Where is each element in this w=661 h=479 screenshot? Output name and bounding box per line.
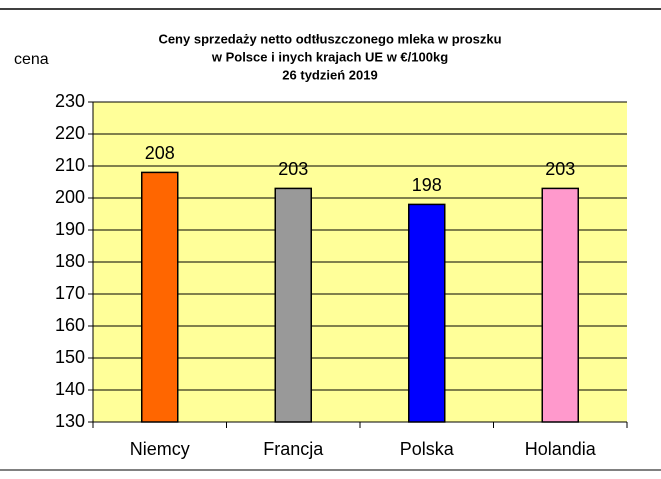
y-tick-label: 200 [55, 187, 85, 207]
bar [408, 203, 446, 423]
y-tick-label: 160 [55, 315, 85, 335]
y-tick-label: 190 [55, 219, 85, 239]
y-tick-label: 180 [55, 251, 85, 271]
value-label: 208 [145, 143, 175, 163]
value-label: 198 [412, 175, 442, 195]
bar [141, 171, 179, 423]
y-tick-label: 210 [55, 155, 85, 175]
chart-title: Ceny sprzedaży netto odtłuszczonego mlek… [158, 31, 501, 46]
x-tick-label: Francja [263, 439, 324, 459]
y-tick-label: 170 [55, 283, 85, 303]
chart-title: 26 tydzień 2019 [282, 67, 377, 82]
value-label: 203 [278, 159, 308, 179]
y-tick-label: 230 [55, 91, 85, 111]
chart-title: w Polsce i inych krajach UE w €/100kg [211, 49, 448, 64]
y-tick-label: 220 [55, 123, 85, 143]
y-tick-label: 140 [55, 379, 85, 399]
x-tick-label: Holandia [525, 439, 597, 459]
value-label: 203 [545, 159, 575, 179]
y-tick-label: 130 [55, 411, 85, 431]
y-tick-label: 150 [55, 347, 85, 367]
y-axis-label: cena [14, 51, 49, 68]
bar [541, 187, 579, 423]
bar [274, 187, 312, 423]
x-tick-label: Polska [400, 439, 455, 459]
x-tick-label: Niemcy [130, 439, 190, 459]
